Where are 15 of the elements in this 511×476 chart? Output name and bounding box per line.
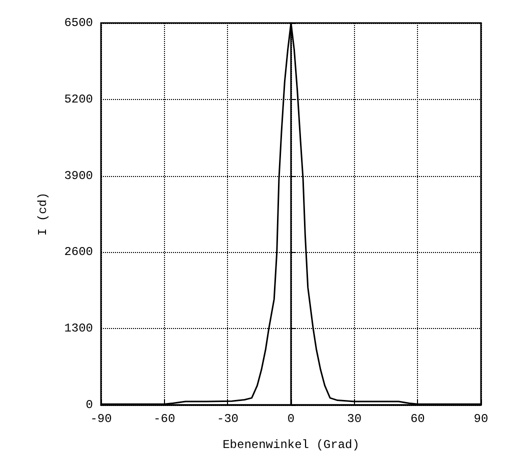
x-tick-label: -90 — [90, 412, 112, 426]
y-tick-label: 2600 — [64, 245, 93, 260]
y-tick-label: 3900 — [64, 168, 93, 183]
x-axis-title: Ebenenwinkel (Grad) — [222, 438, 360, 452]
x-tick-label: 60 — [410, 412, 425, 426]
x-tick-label: -60 — [154, 412, 176, 426]
y-tick-label: 0 — [86, 398, 93, 412]
y-tick-label: 5200 — [64, 92, 93, 106]
x-tick-label: 0 — [287, 412, 295, 426]
x-tick-label: 30 — [347, 412, 362, 426]
x-tick-label: -30 — [216, 412, 238, 426]
y-tick-label: 1300 — [64, 322, 93, 336]
y-tick-label: 6500 — [64, 16, 93, 30]
x-tick-label: 90 — [474, 412, 488, 426]
y-axis-title: I (cd) — [36, 192, 50, 236]
